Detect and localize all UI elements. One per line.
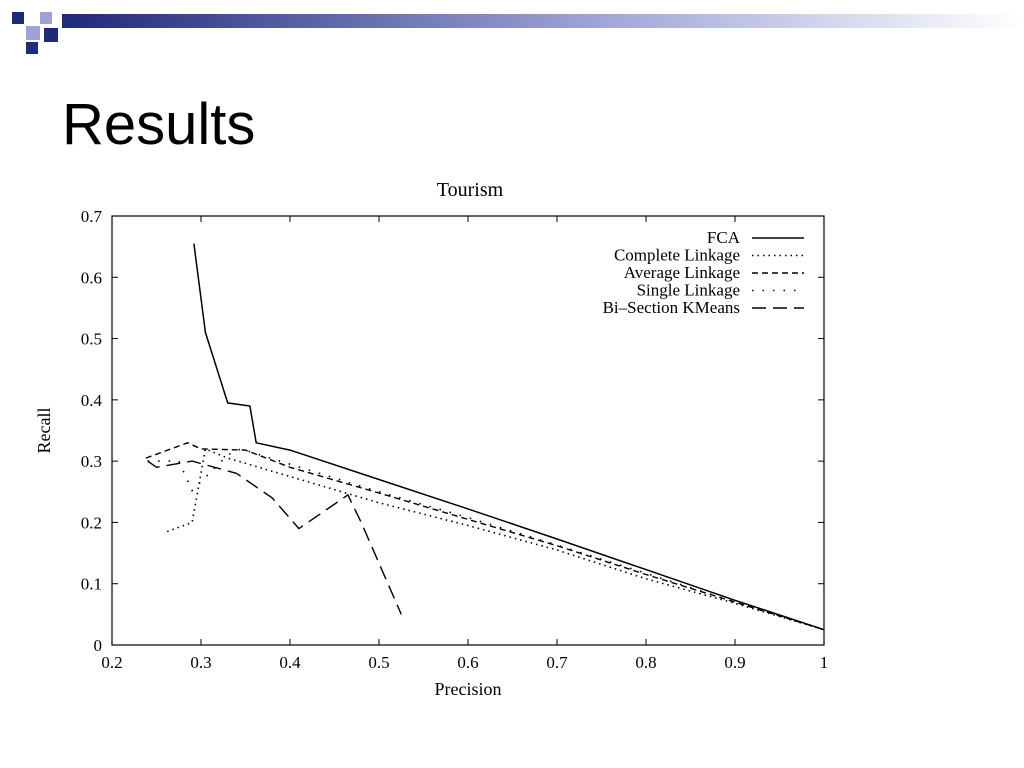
legend-label: Single Linkage xyxy=(637,281,740,300)
legend-label: Complete Linkage xyxy=(614,246,740,265)
y-tick-label: 0.5 xyxy=(81,330,102,349)
series-line-fca xyxy=(193,243,825,631)
y-tick-label: 0.2 xyxy=(81,513,102,532)
slide-corner-decoration xyxy=(12,12,1024,54)
x-tick-label: 0.5 xyxy=(368,653,389,672)
y-tick-label: 0.4 xyxy=(81,391,103,410)
x-axis-label: Precision xyxy=(435,679,502,699)
y-tick-label: 0.1 xyxy=(81,575,102,594)
y-tick-label: 0.3 xyxy=(81,452,102,471)
legend-label: Average Linkage xyxy=(624,263,740,282)
series-line-bi-section-kmeans xyxy=(147,460,402,615)
y-tick-label: 0 xyxy=(94,636,103,655)
x-tick-label: 0.4 xyxy=(279,653,301,672)
series-line-complete-linkage xyxy=(166,447,825,631)
legend-label: Bi–Section KMeans xyxy=(603,298,740,317)
slide-title: Results xyxy=(62,92,256,157)
x-tick-label: 1 xyxy=(820,653,829,672)
x-tick-label: 0.8 xyxy=(635,653,656,672)
legend-label: FCA xyxy=(707,228,741,247)
series-line-single-linkage xyxy=(147,448,825,631)
y-axis-label: Recall xyxy=(34,408,54,454)
chart-title: Tourism xyxy=(437,179,504,201)
series-line-average-linkage xyxy=(145,442,825,631)
y-tick-label: 0.7 xyxy=(81,207,103,226)
x-tick-label: 0.9 xyxy=(724,653,745,672)
x-tick-label: 0.2 xyxy=(101,653,122,672)
y-tick-label: 0.6 xyxy=(81,268,102,287)
x-tick-label: 0.3 xyxy=(190,653,211,672)
x-tick-label: 0.7 xyxy=(546,653,568,672)
x-tick-label: 0.6 xyxy=(457,653,478,672)
